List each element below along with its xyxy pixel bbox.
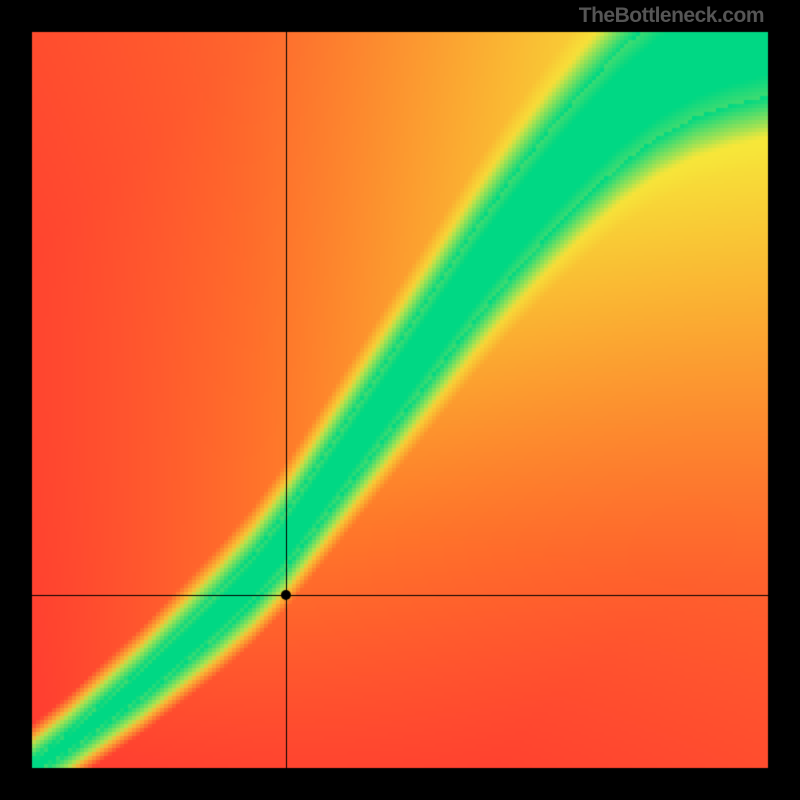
bottleneck-heatmap: [0, 0, 800, 800]
chart-container: TheBottleneck.com: [0, 0, 800, 800]
watermark-text: TheBottleneck.com: [579, 4, 764, 28]
